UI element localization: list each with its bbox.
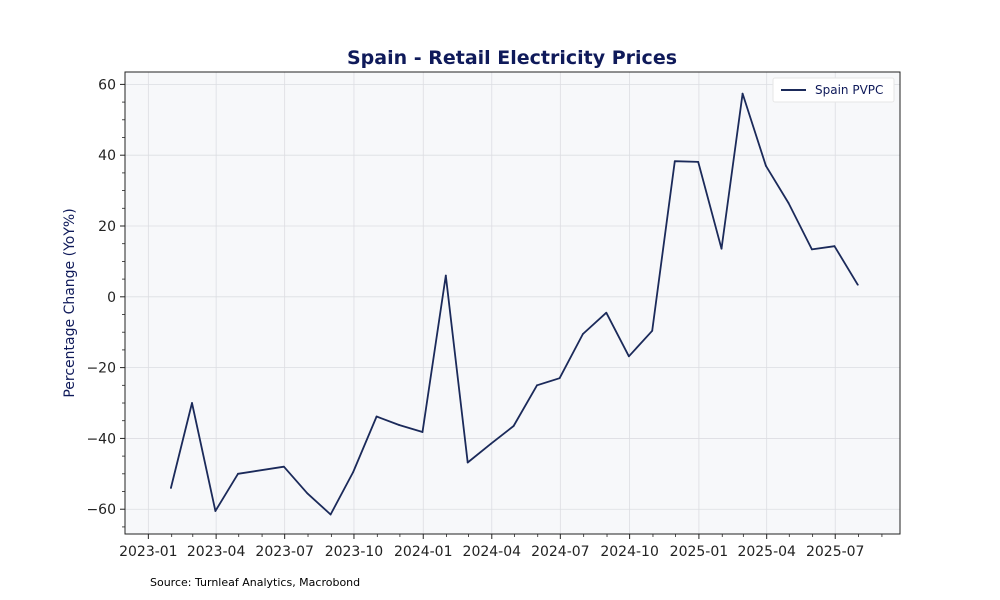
data-point [170,487,172,489]
x-tick-label: 2024-01 [394,544,453,560]
y-tick-label: −40 [86,431,116,447]
data-point [536,384,538,387]
x-tick-label: 2023-04 [187,544,246,560]
x-tick-label: 2024-04 [463,544,522,560]
data-point [191,402,193,404]
series-line-spain-pvpc [170,92,859,516]
x-tick-label: 2024-07 [531,544,590,560]
data-point [352,471,355,473]
grid [125,72,900,534]
legend-box [772,77,895,103]
x-tick-label: 2023-07 [255,544,314,560]
data-point [787,202,790,204]
source-note: Source: Turnleaf Analytics, Macrobond [150,576,360,589]
data-point [856,283,859,286]
data-point [512,425,515,427]
x-axis: 2023-01 2023-04 2023-07 2023-10 2024-01 2024-… [119,534,883,560]
data-point [466,461,469,464]
legend: Spain PVPC [772,77,895,103]
data-point [306,492,309,495]
data-point [421,431,424,433]
data-point [375,415,378,418]
series-layer [170,92,859,516]
data-point [651,329,654,332]
y-axis-label: Percentage Change (YoY%) [62,208,78,397]
legend-entry-spain-pvpc: Spain PVPC [815,83,883,97]
plot-frame [124,71,901,535]
data-point [810,248,813,251]
y-tick-label: 0 [107,290,116,306]
data-point [741,92,744,95]
y-tick-label: 40 [98,148,116,164]
data-point [398,424,401,426]
data-point [283,465,285,468]
y-tick-label: −20 [86,361,116,377]
data-point [329,513,332,516]
data-point [558,377,561,380]
x-tick-label: 2025-01 [670,544,729,560]
x-tick-label: 2023-01 [119,544,178,560]
y-tick-label: 60 [98,77,116,93]
data-point [697,161,700,163]
data-point [833,245,836,248]
y-tick-label: −60 [86,502,116,518]
x-tick-label: 2024-10 [600,544,659,560]
data-point [765,164,767,167]
data-point [490,442,492,445]
chart-title: Spain - Retail Electricity Prices [347,47,677,69]
data-point [237,472,239,475]
y-tick-label: 20 [98,219,116,235]
data-point [444,274,447,277]
x-tick-label: 2025-04 [737,544,796,560]
data-point [673,160,676,163]
data-point [627,355,630,358]
data-point [582,333,584,335]
x-tick-label: 2025-07 [806,544,865,560]
plot-area [125,72,900,534]
y-axis: 60 40 20 0 −20 −40 −60 [86,77,125,528]
data-point [605,311,608,314]
data-point [720,247,723,250]
x-tick-label: 2023-10 [325,544,384,560]
data-point [214,510,217,512]
